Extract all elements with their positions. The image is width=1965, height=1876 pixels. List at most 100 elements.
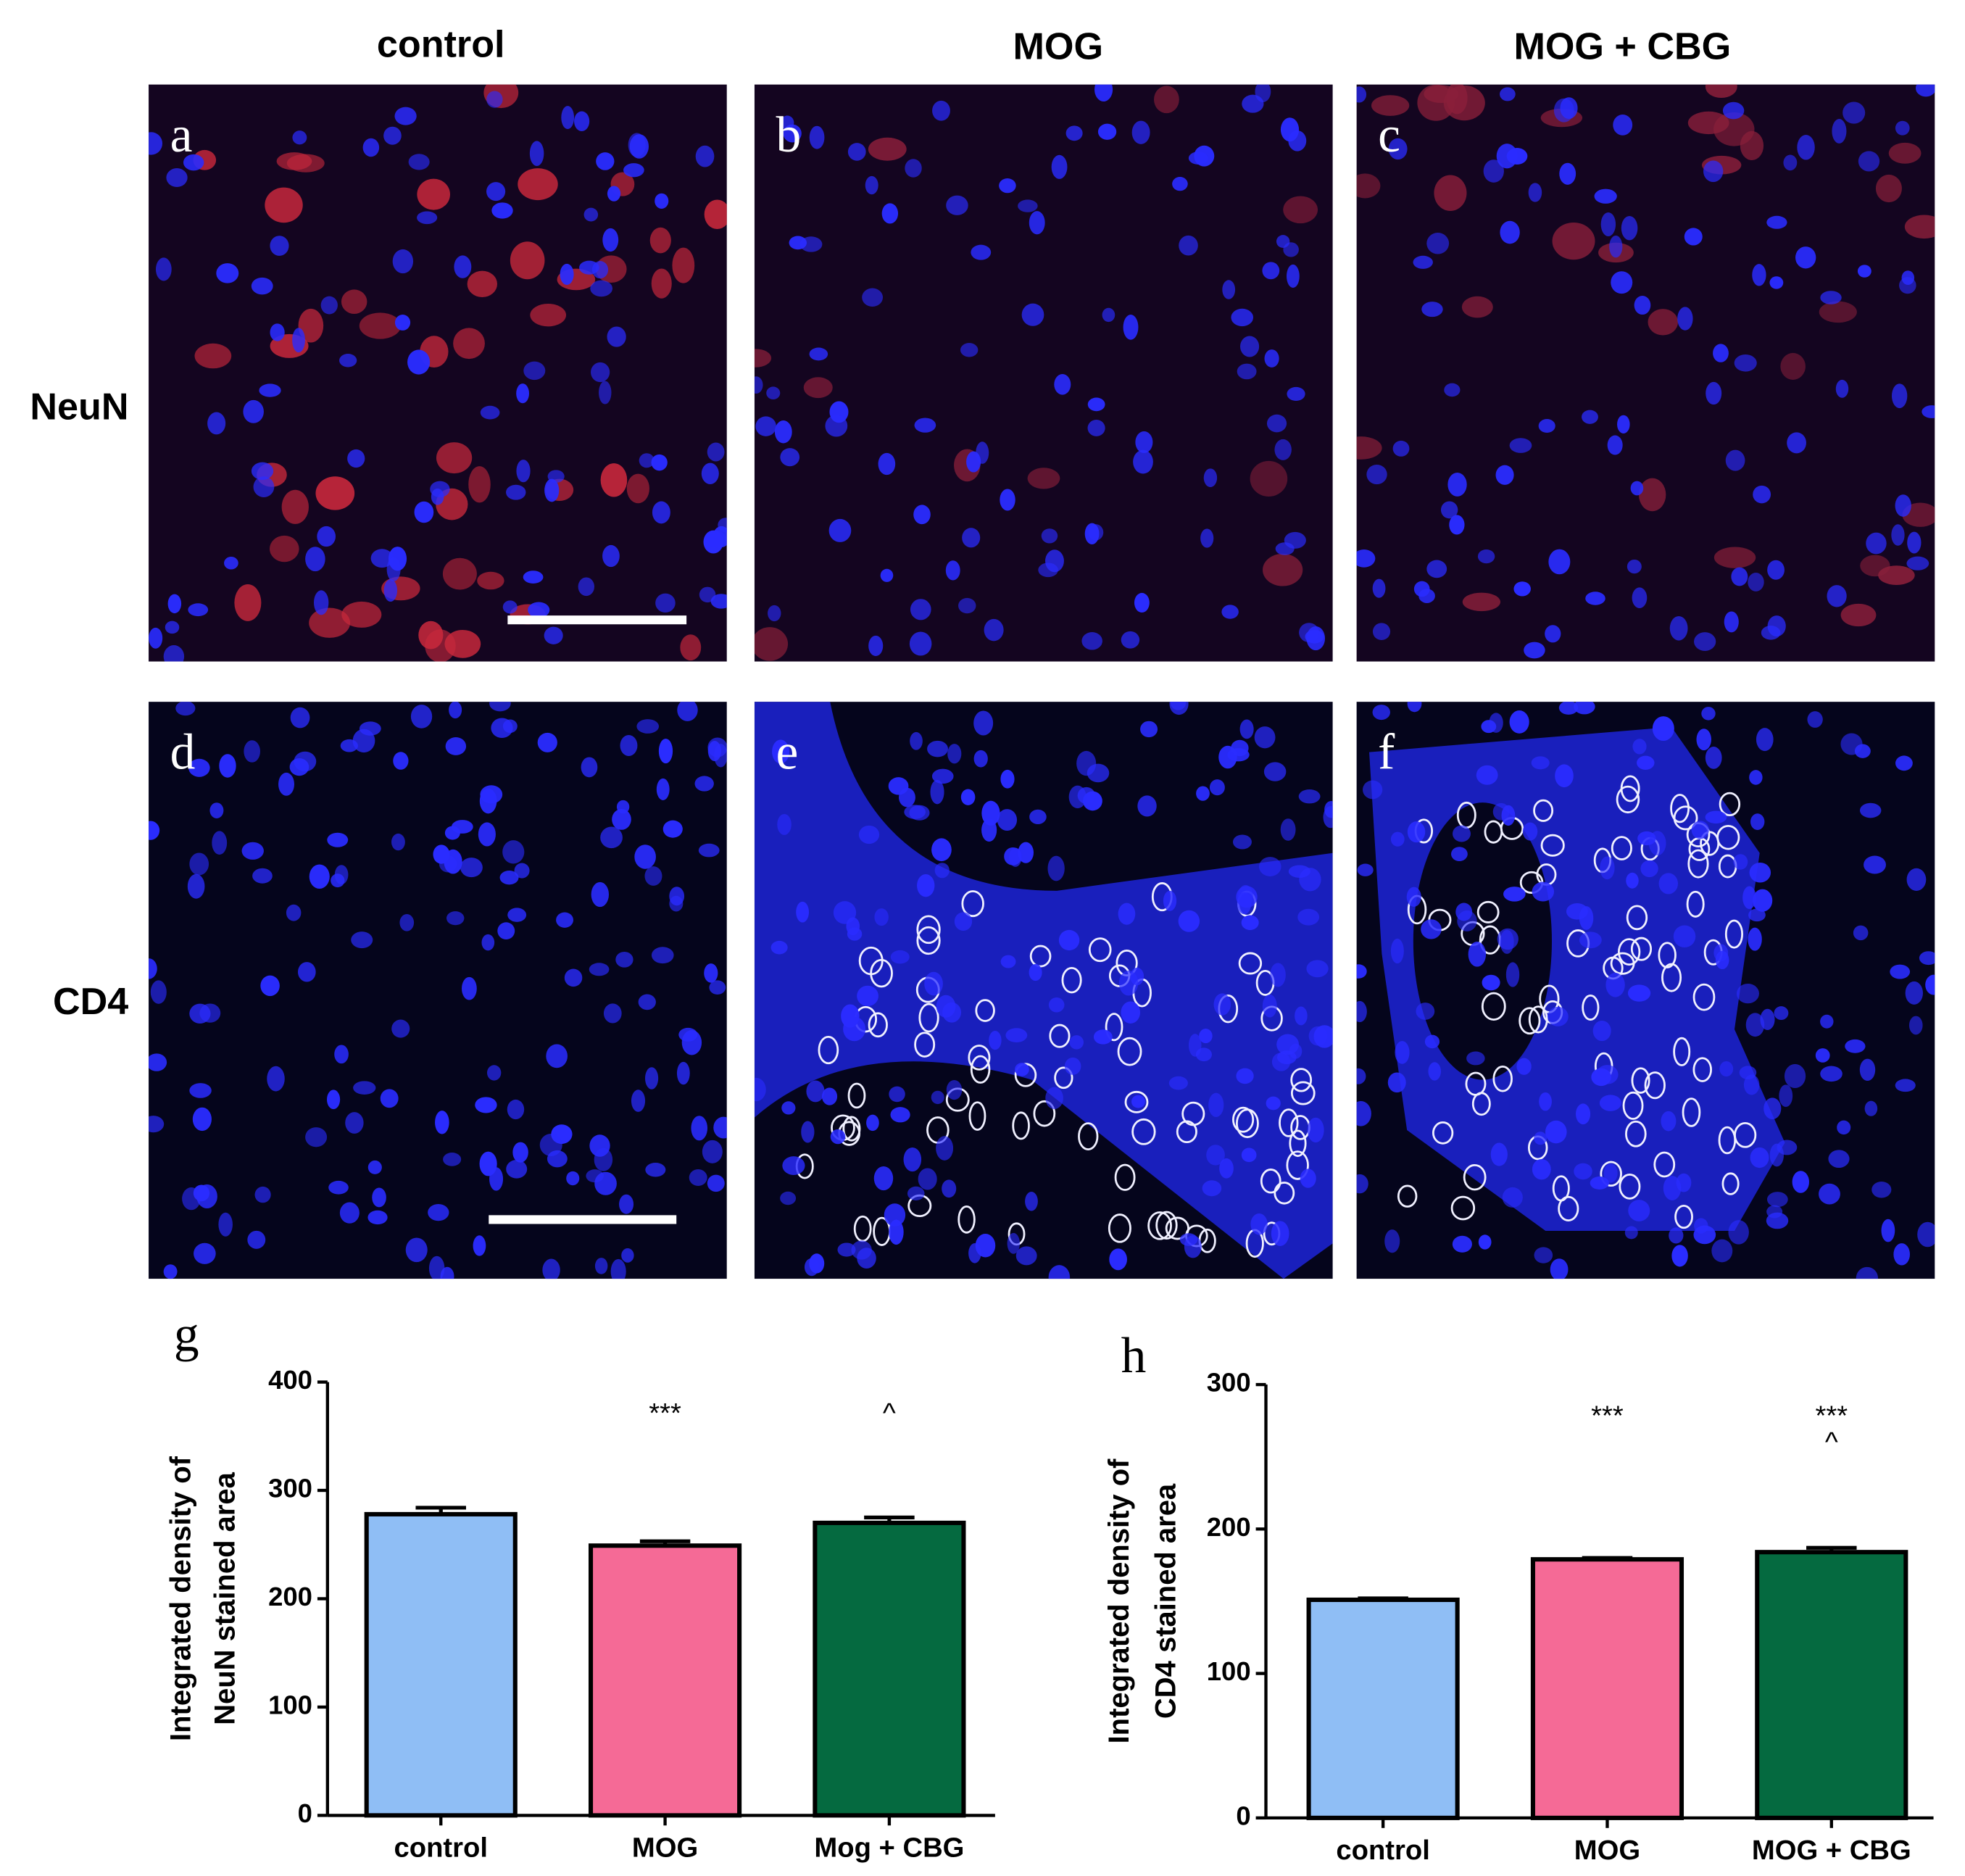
- nucleus: [165, 621, 180, 634]
- nucleus: [1819, 1183, 1840, 1205]
- nucleus: [1783, 154, 1798, 171]
- nucleus: [1579, 931, 1602, 949]
- nucleus: [1421, 919, 1442, 939]
- nucleus: [1671, 1245, 1688, 1267]
- nucleus: [865, 175, 878, 195]
- nucleus: [866, 1114, 879, 1132]
- nucleus: [1749, 770, 1763, 785]
- nucleus: [1076, 750, 1097, 776]
- nucleus: [772, 739, 789, 764]
- nucleus: [1748, 908, 1766, 922]
- y-axis-label: Integrated density of: [165, 1456, 197, 1741]
- neuron: [530, 303, 567, 327]
- nucleus: [1058, 929, 1080, 951]
- bar-chart: g Integrated density of NeuN stained area 0…: [165, 1306, 995, 1863]
- nucleus: [1905, 981, 1923, 1005]
- nucleus: [1025, 1192, 1038, 1211]
- cd4-cell: [975, 999, 995, 1022]
- nucleus: [1582, 410, 1598, 424]
- nucleus: [768, 605, 781, 622]
- nucleus: [909, 805, 930, 821]
- nucleus: [1506, 148, 1528, 165]
- nucleus: [546, 1044, 568, 1068]
- nucleus: [1550, 1258, 1569, 1279]
- nucleus: [1447, 472, 1467, 497]
- nucleus: [309, 864, 330, 889]
- nucleus: [1715, 950, 1729, 970]
- nucleus: [594, 1147, 613, 1171]
- nucleus: [1275, 542, 1295, 555]
- nucleus: [1021, 303, 1044, 326]
- nucleus: [1199, 1029, 1213, 1044]
- nucleus: [796, 901, 810, 923]
- cd4-cell: [1630, 937, 1653, 961]
- neuron: [1283, 196, 1318, 224]
- nucleus: [1767, 615, 1786, 637]
- nucleus: [931, 1090, 944, 1105]
- nucleus: [1133, 449, 1153, 474]
- nucleus: [881, 203, 899, 224]
- nucleus: [603, 1003, 622, 1024]
- nucleus: [547, 1150, 568, 1168]
- nucleus: [1130, 967, 1144, 986]
- nucleus: [1766, 1205, 1783, 1219]
- panel-letter: c: [1378, 107, 1400, 163]
- nucleus: [445, 737, 467, 755]
- nucleus: [1426, 233, 1450, 254]
- cd4-cell: [868, 1012, 888, 1038]
- nucleus: [399, 913, 415, 931]
- neuron: [672, 247, 695, 283]
- nucleus: [1632, 587, 1648, 608]
- nucleus: [638, 994, 656, 1010]
- panel-letter: d: [170, 725, 196, 781]
- neuron: [436, 442, 473, 474]
- micrograph: f: [1356, 702, 1935, 1279]
- cd4-cell: [1484, 820, 1503, 844]
- nucleus: [1356, 1174, 1368, 1194]
- nucleus: [1843, 101, 1866, 124]
- nucleus: [1677, 307, 1693, 331]
- cd4-cell: [914, 1032, 936, 1058]
- nucleus: [1906, 868, 1927, 891]
- nucleus: [1045, 549, 1064, 573]
- nucleus: [254, 1186, 271, 1203]
- nucleus: [1600, 856, 1615, 880]
- nucleus: [1188, 1034, 1202, 1057]
- nucleus: [475, 1097, 497, 1113]
- nucleus: [1264, 349, 1279, 368]
- nucleus: [1611, 271, 1633, 294]
- nucleus: [1545, 1120, 1567, 1144]
- nucleus: [1372, 623, 1391, 641]
- y-tick-label: 300: [268, 1474, 312, 1503]
- nucleus: [1018, 199, 1038, 212]
- nucleus: [1725, 449, 1745, 471]
- nucleus: [651, 947, 674, 964]
- nucleus: [1607, 435, 1623, 455]
- nucleus: [556, 912, 574, 928]
- nucleus: [1743, 1074, 1760, 1095]
- nucleus: [1555, 764, 1574, 788]
- nucleus: [478, 822, 496, 847]
- nucleus: [367, 1160, 382, 1174]
- nucleus: [188, 603, 209, 617]
- nucleus: [1179, 1233, 1198, 1246]
- x-tick-label: MOG: [632, 1832, 698, 1863]
- cd4-cell: [1716, 824, 1740, 850]
- nucleus: [1585, 592, 1605, 605]
- nucleus: [924, 971, 943, 996]
- nucleus: [391, 1019, 410, 1038]
- nucleus: [600, 826, 623, 849]
- nucleus: [1298, 789, 1321, 804]
- nucleus: [491, 202, 513, 219]
- significance-mark: ***: [649, 1398, 681, 1429]
- nucleus: [1450, 847, 1468, 861]
- nucleus: [707, 741, 722, 762]
- micrograph: a: [149, 84, 727, 662]
- nucleus: [1705, 747, 1722, 769]
- nucleus: [581, 757, 598, 778]
- nucleus: [1213, 993, 1231, 1016]
- nucleus: [345, 1112, 364, 1134]
- nucleus: [444, 826, 460, 840]
- nucleus: [1845, 1039, 1866, 1053]
- cd4-cell: [1397, 1184, 1418, 1208]
